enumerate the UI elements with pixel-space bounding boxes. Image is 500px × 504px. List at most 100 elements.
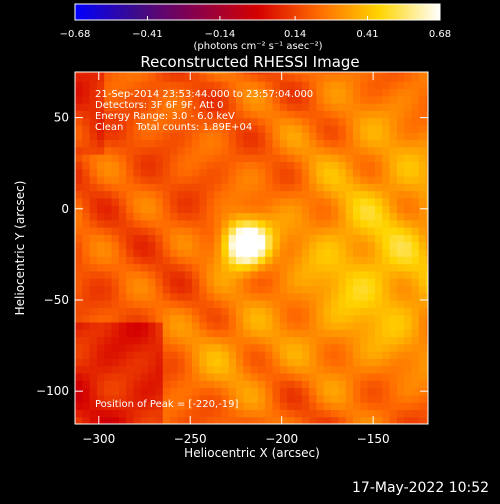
heatmap-cell [301, 351, 310, 359]
heatmap-cell [404, 154, 413, 162]
heatmap-cell [294, 81, 303, 90]
heatmap-cell [126, 190, 135, 199]
heatmap-cell [148, 183, 157, 192]
heatmap-cell [404, 336, 413, 345]
heatmap-cell [389, 299, 398, 308]
heatmap-cell [155, 299, 164, 308]
heatmap-cell [250, 227, 259, 235]
heatmap-cell [250, 139, 259, 148]
heatmap-cell [162, 219, 171, 228]
heatmap-cell [426, 110, 428, 119]
heatmap-cell [331, 139, 339, 148]
heatmap-cell [301, 183, 310, 192]
heatmap-cell [360, 124, 369, 133]
heatmap-cell [235, 139, 244, 148]
heatmap-cell [235, 117, 244, 126]
heatmap-cell [214, 205, 222, 214]
heatmap-cell [374, 278, 383, 286]
heatmap-cell [140, 278, 149, 286]
heatmap-cell [235, 241, 244, 250]
heatmap-cell [404, 292, 413, 301]
heatmap-cell [396, 314, 405, 323]
heatmap-cell [404, 416, 413, 424]
heatmap-cell [309, 248, 318, 257]
heatmap-cell [162, 190, 171, 199]
heatmap-cell [104, 183, 113, 192]
heatmap-cell [367, 124, 376, 133]
heatmap-cell [367, 336, 376, 345]
heatmap-cell [75, 154, 83, 162]
heatmap-cell [214, 394, 222, 403]
heatmap-cell [148, 212, 157, 221]
heatmap-cell [96, 146, 105, 155]
heatmap-cell [374, 212, 383, 221]
heatmap-cell [155, 132, 164, 141]
heatmap-cell [331, 124, 339, 133]
heatmap-cell [367, 263, 376, 272]
heatmap-cell [374, 336, 383, 345]
heatmap-cell [411, 387, 420, 396]
heatmap-cell [272, 154, 281, 162]
heatmap-cell [265, 212, 274, 221]
heatmap-cell [104, 190, 113, 199]
heatmap-cell [426, 103, 428, 111]
heatmap-cell [418, 365, 427, 374]
heatmap-cell [118, 307, 127, 316]
heatmap-cell [243, 409, 252, 418]
heatmap-cell [345, 234, 354, 243]
heatmap-cell [243, 387, 252, 396]
heatmap-cell [265, 154, 274, 162]
heatmap-cell [96, 321, 105, 330]
heatmap-cell [82, 197, 91, 206]
heatmap-cell [396, 161, 405, 170]
heatmap-cell [126, 117, 135, 126]
heatmap-cell [323, 88, 332, 97]
heatmap-cell [148, 234, 157, 243]
heatmap-cell [360, 81, 369, 90]
heatmap-cell [177, 161, 186, 170]
heatmap-cell [170, 212, 179, 221]
heatmap-cell [177, 285, 186, 294]
heatmap-cell [155, 416, 164, 424]
heatmap-cell [89, 394, 98, 403]
heatmap-cell [418, 227, 427, 235]
heatmap-cell [411, 227, 420, 235]
heatmap-cell [126, 321, 135, 330]
heatmap-cell [133, 387, 142, 396]
heatmap-cell [170, 292, 179, 301]
heatmap-cell [199, 263, 208, 272]
heatmap-cell [177, 351, 186, 359]
heatmap-cell [309, 117, 318, 126]
heatmap-cell [257, 168, 266, 177]
heatmap-cell [301, 358, 310, 367]
heatmap-cell [177, 409, 186, 418]
heatmap-cell [396, 103, 405, 111]
heatmap-cell [418, 139, 427, 148]
heatmap-cell [214, 372, 222, 381]
heatmap-cell [287, 394, 296, 403]
heatmap-cell [206, 307, 215, 316]
heatmap-cell [75, 241, 83, 250]
heatmap-cell [382, 351, 391, 359]
heatmap-cell [360, 394, 369, 403]
heatmap-cell [396, 241, 405, 250]
heatmap-cell [177, 343, 186, 352]
heatmap-cell [272, 358, 281, 367]
heatmap-cell [382, 278, 391, 286]
heatmap-cell [265, 343, 274, 352]
heatmap-cell [279, 81, 288, 90]
heatmap-cell [396, 212, 405, 221]
heatmap-cell [294, 73, 303, 82]
heatmap-cell [294, 132, 303, 141]
heatmap-cell [228, 307, 237, 316]
heatmap-cell [294, 72, 303, 75]
heatmap-cell [316, 161, 325, 170]
heatmap-cell [243, 219, 252, 228]
heatmap-cell [418, 416, 427, 424]
heatmap-cell [279, 263, 288, 272]
heatmap-cell [111, 117, 120, 126]
y-axis-label: Heliocentric Y (arcsec) [13, 181, 27, 316]
heatmap-cell [111, 351, 120, 359]
heatmap-cell [257, 175, 266, 184]
heatmap-cell [367, 372, 376, 381]
